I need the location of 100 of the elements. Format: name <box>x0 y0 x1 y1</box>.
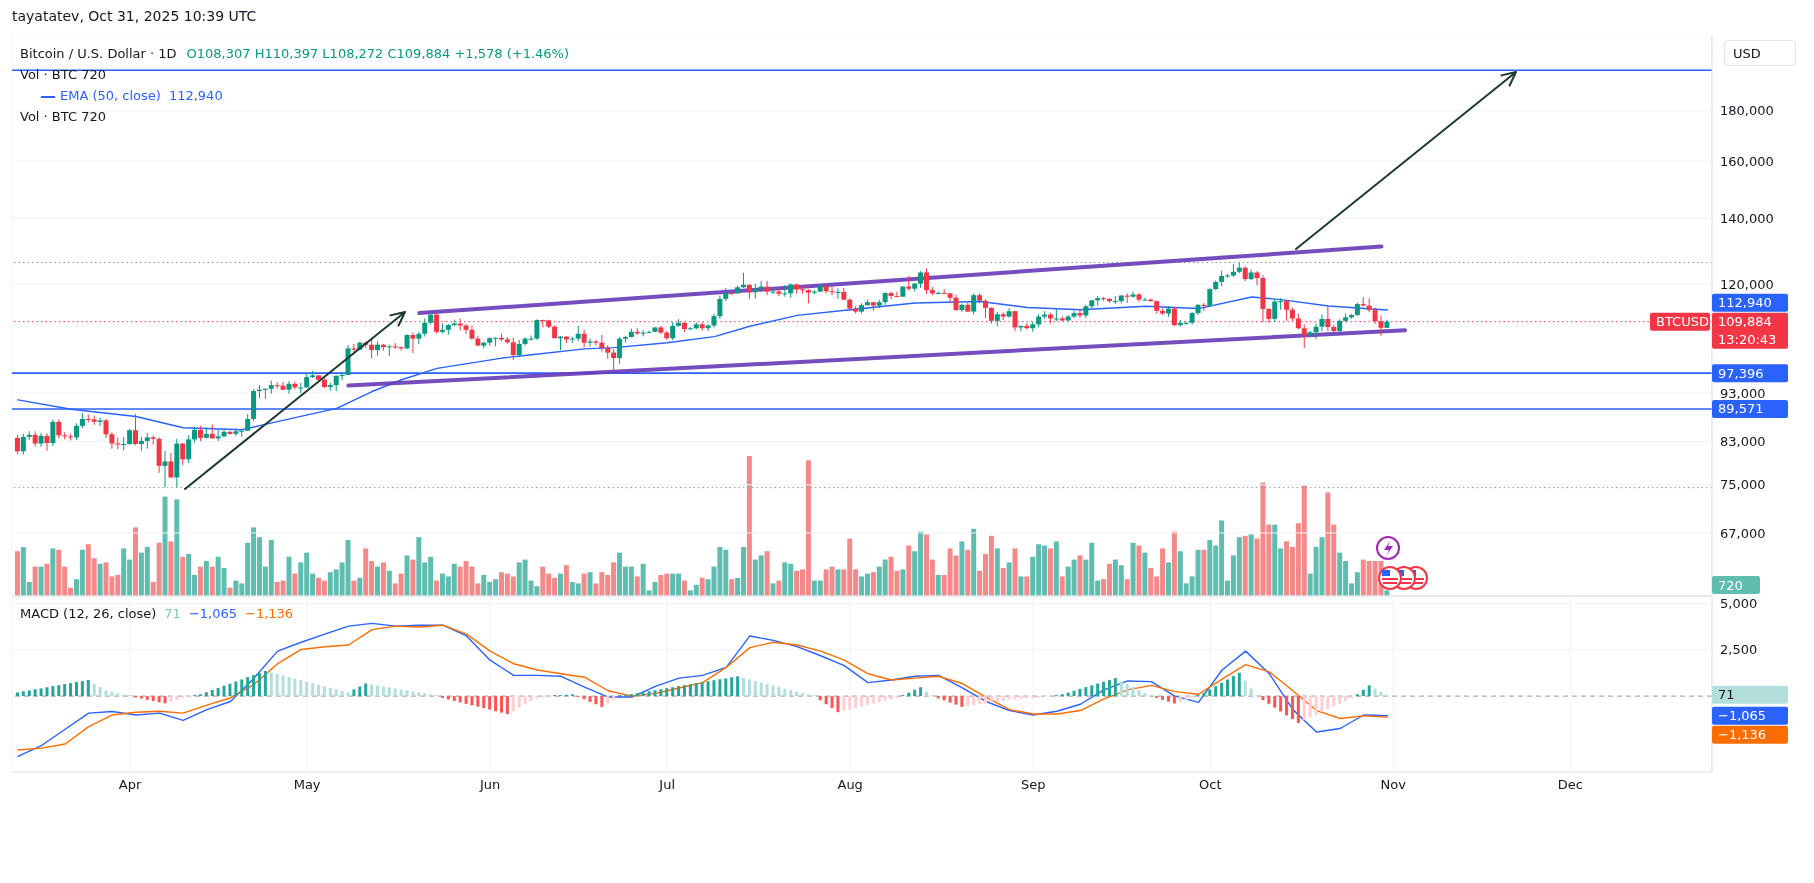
bar <box>168 541 174 596</box>
bar <box>995 696 999 702</box>
bar <box>877 696 881 703</box>
bar <box>311 683 315 697</box>
bar <box>770 583 776 596</box>
annotation: Vol · BTC 720 <box>20 108 107 126</box>
candlestick <box>593 339 599 347</box>
bar <box>1242 535 1248 596</box>
bar <box>587 572 593 596</box>
bar <box>1367 685 1371 697</box>
bar <box>954 696 958 705</box>
candlestick <box>534 318 540 341</box>
bar <box>1131 687 1135 697</box>
candlestick <box>463 323 469 335</box>
bar <box>523 696 527 705</box>
bar <box>275 674 279 697</box>
candlestick <box>888 291 894 300</box>
x-tick-label: Oct <box>1199 777 1222 793</box>
bar <box>777 687 781 697</box>
candlestick <box>510 336 516 361</box>
candlestick <box>121 436 127 451</box>
y-tick-label: 120,000 <box>1720 276 1774 292</box>
bar <box>1361 689 1365 697</box>
bar <box>776 580 782 596</box>
bar <box>764 551 770 596</box>
bar <box>464 696 468 704</box>
bar <box>1290 696 1294 720</box>
bar <box>842 696 846 711</box>
bar <box>677 686 681 697</box>
bar <box>563 565 569 596</box>
legend-label: EMA (50, close) <box>59 88 161 103</box>
bar <box>1338 696 1342 704</box>
bar <box>86 680 90 697</box>
candlestick <box>581 329 587 349</box>
bar <box>653 690 657 697</box>
x-tick-label: Aug <box>837 777 863 793</box>
bar <box>1279 696 1283 712</box>
bar <box>959 541 965 596</box>
bar <box>1077 555 1083 596</box>
bar <box>1166 696 1170 702</box>
bar <box>411 691 415 697</box>
bar <box>729 579 735 596</box>
bar <box>45 687 49 697</box>
bar <box>1161 696 1165 700</box>
bar <box>222 685 226 697</box>
bar <box>854 696 858 708</box>
bar <box>1248 534 1254 596</box>
bar <box>380 562 386 596</box>
bar <box>989 696 993 703</box>
bar <box>364 683 368 697</box>
bar <box>1142 552 1148 596</box>
candlestick <box>180 442 186 466</box>
candlestick <box>782 284 788 298</box>
bar <box>1261 696 1265 700</box>
bar <box>162 496 168 596</box>
bar <box>387 687 391 697</box>
bar <box>346 692 350 697</box>
bar <box>292 573 298 596</box>
bar <box>830 696 834 709</box>
bar <box>736 676 740 697</box>
bar <box>470 696 474 706</box>
candlestick <box>103 418 109 439</box>
bar <box>1136 545 1142 596</box>
bar <box>801 693 805 697</box>
bar <box>765 683 769 697</box>
bar <box>741 677 745 697</box>
bar <box>1285 696 1289 716</box>
bar <box>386 570 392 596</box>
bar <box>1308 696 1312 718</box>
bar <box>133 527 139 596</box>
bar <box>80 681 84 697</box>
bar <box>263 670 267 697</box>
bar <box>1273 696 1277 708</box>
bar <box>789 690 793 697</box>
bar <box>647 691 651 697</box>
text: 720 <box>1718 577 1743 593</box>
bar <box>1130 542 1136 596</box>
candlestick <box>1284 299 1290 322</box>
bar <box>1084 687 1088 697</box>
candlestick <box>983 298 989 319</box>
candlestick <box>44 432 50 452</box>
bar <box>1025 696 1029 699</box>
bar <box>870 572 876 596</box>
bar <box>14 551 20 596</box>
bar <box>1096 683 1100 697</box>
bar <box>1053 541 1059 596</box>
x-tick-label: Sep <box>1020 777 1046 793</box>
bar <box>376 685 380 697</box>
text: tayatatev, Oct 31, 2025 10:39 UTC <box>12 8 257 24</box>
bar <box>724 678 728 697</box>
bar <box>1172 696 1176 704</box>
bar <box>1220 682 1224 697</box>
candlestick <box>262 387 268 400</box>
bar <box>818 696 822 701</box>
bar <box>50 548 56 596</box>
bar <box>1113 678 1117 697</box>
bar <box>1373 688 1377 697</box>
bar <box>482 696 486 709</box>
bar <box>606 696 610 704</box>
bar <box>978 696 982 705</box>
